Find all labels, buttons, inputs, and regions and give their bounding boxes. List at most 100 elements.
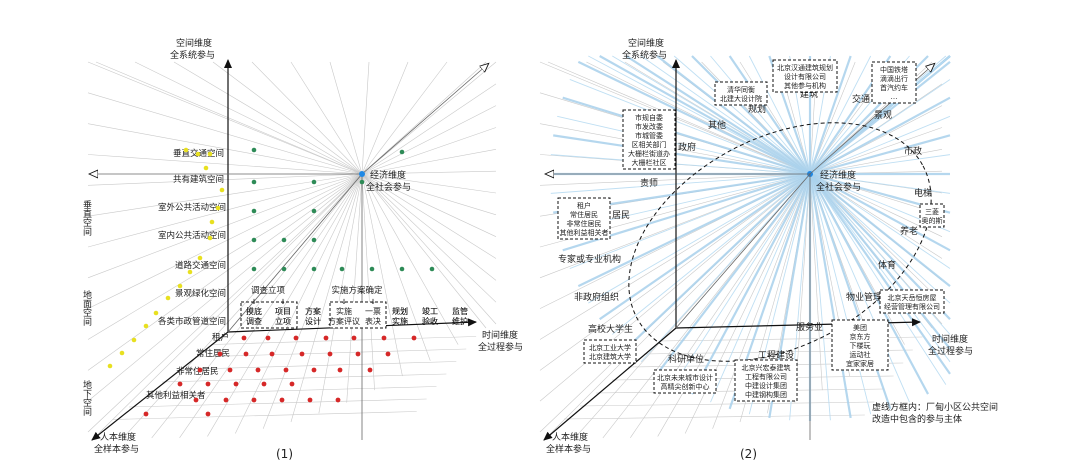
p1-people-point [265,335,271,341]
p1-people-point [351,335,357,341]
p1-people-point [283,367,289,373]
p2-axis-left-label-2: 全样本参与 [546,443,591,455]
p2-ray [809,173,910,403]
p1-time-stage-2: 验收 [422,316,438,326]
grid-line [87,173,363,217]
p2-box-line: 运动社 [850,350,871,359]
p1-green-point [251,237,257,243]
grid-line [361,173,497,303]
p1-time-stage-2: 验收 [422,316,438,326]
p1-zone-vertical: 垂直空间 [81,199,92,237]
p1-people-point [197,367,203,373]
grid-line [361,173,431,361]
p1-front-diagonal [227,173,363,333]
p2-ray [557,115,811,175]
p1-time-stage-2: 表决 [365,316,381,326]
p2-origin-label-1: 经济维度 [820,169,856,181]
p2-box-line: 北建大设计院 [720,94,762,103]
p2-box-line: 北京兴宏泰建筑 [742,363,791,372]
p1-time-stage: 实施 [336,306,352,316]
grid-line [87,173,363,433]
p2-ray [577,173,811,288]
p2-box-line: 下楼玩 [850,341,871,350]
p2-axis-top-label-1: 空间维度 [628,37,664,49]
p2-ray [809,173,951,363]
p1-time-stage: 项目 [275,307,291,316]
p2-ray [690,173,811,395]
grid-line [809,173,823,391]
grid-line [361,61,497,175]
grid-line [809,127,943,175]
p1-time-stage-2: 设计 [305,316,321,326]
p1-space-point [195,151,201,157]
grid-line [361,170,497,175]
p1-space-point [119,350,125,356]
p1-people-point [293,335,299,341]
p2-box-line: 三菱 [925,207,939,216]
grid-line [361,173,497,259]
p2-ray [809,173,951,375]
p1-time-stage: 竣工 [422,306,438,316]
grid-line [361,173,375,391]
p2-ray [809,173,951,304]
p2-caption: (2) [740,447,757,461]
p1-people-point [261,381,267,387]
p2-box-line: 中建设计集团 [745,381,787,390]
p1-people-point [411,335,417,341]
p2-box-line: 京东方 [850,332,871,341]
p1-time-stage-2: 方案评议 [328,316,360,326]
p2-actor-label: 物业管理 [846,291,882,303]
p1-time-stage-2: 立项 [275,316,291,326]
p2-box-line: 北京工业大学 [589,343,631,352]
p1-people-point [367,367,373,373]
grid-line [809,149,943,175]
p1-time-stage: 规划 [392,306,408,316]
p1-axis-left-label-1: 人本维度 [100,431,136,443]
grid-line [87,173,363,186]
p1-space-point [183,147,189,153]
grid-line [179,173,363,438]
p2-box-line: 奥的斯 [922,216,943,225]
grid-line [712,173,811,429]
p1-space-point [207,235,213,241]
p1-green-point [311,266,317,272]
p2-box-frame [871,61,917,104]
p2-box-frame [714,81,768,106]
p2-ray [562,96,811,176]
grid-line [95,61,363,175]
p2-actor-label: 其他 [708,119,726,131]
p2-ray [577,60,811,175]
grid-line [262,173,363,429]
p1-people-point [311,367,317,373]
p1-axis-right-label-1: 时间维度 [482,329,518,341]
p1-space-point [131,337,137,343]
grid-line [134,61,363,175]
p2-box-frame [831,319,889,371]
p2-ray [809,173,951,350]
p1-origin-point [359,171,365,177]
p1-space-level: 道路交通空间 [175,260,226,271]
p1-space-level: 室内公共活动空间 [158,230,226,241]
grid-line [123,173,363,438]
grid-line [361,61,409,175]
p1-space-level: 室外公共活动空间 [158,202,226,213]
p1-people-point [335,397,341,403]
grid-line [87,173,363,402]
p1-time-stage: 摸底 [246,306,262,316]
p2-ray [809,173,951,287]
p2-axis-top-label-2: 全系统参与 [622,49,667,61]
p1-time-stage-2: 实施 [392,316,408,326]
p2-ray [809,115,951,175]
p1-time-stage: 方案 [305,306,321,316]
p2-box-line: 其他参与机构 [784,81,826,90]
p2-note-line-2: 改造中包含的参与主体 [872,413,962,425]
p1-time-stages: 摸底调查项目立项方案设计实施方案评议一票表决规划实施竣工验收监管维护调查立项实施… [240,285,468,329]
p2-ray [748,55,811,175]
p2-ray [550,173,811,194]
p1-people-level: 租户 [212,332,229,343]
p1-green-point [429,266,435,272]
